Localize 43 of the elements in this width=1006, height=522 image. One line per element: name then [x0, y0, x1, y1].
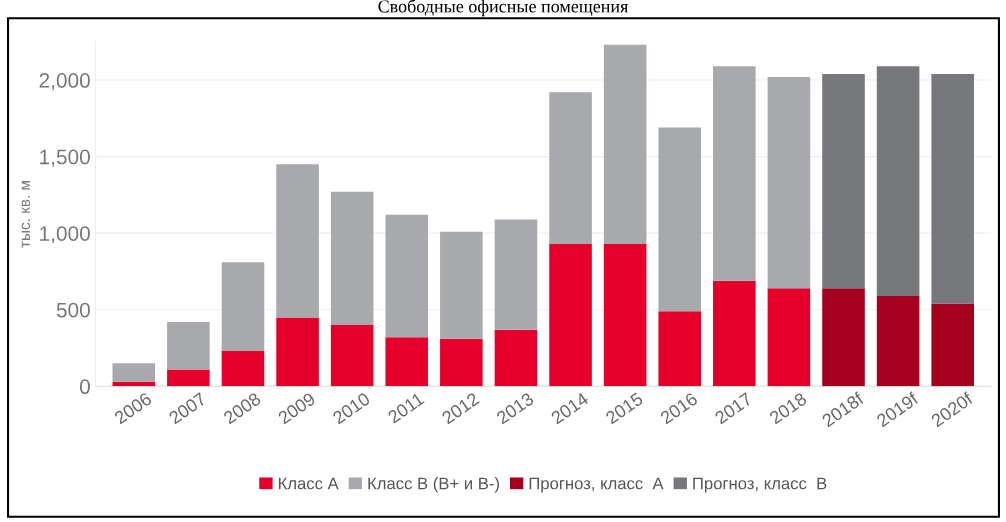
- bar: [767, 76, 811, 289]
- legend-label: Класс А: [278, 477, 339, 490]
- bar: [658, 311, 702, 387]
- y-tick-label: 500: [56, 302, 90, 318]
- bar: [221, 351, 265, 387]
- chart-title: Свободные офисные помещения: [378, 0, 629, 17]
- legend-label: Прогноз, класс А: [529, 477, 664, 493]
- bar: [658, 127, 702, 312]
- y-tick-label: 2,000: [39, 73, 90, 91]
- bar: [822, 73, 865, 289]
- bar: [713, 66, 756, 281]
- bar: [276, 164, 319, 318]
- bar: [494, 219, 538, 330]
- bar: [330, 191, 374, 326]
- bar: [549, 92, 592, 244]
- bar: [440, 231, 483, 339]
- bar: [385, 214, 429, 338]
- y-axis-title: тыс. кв. м: [21, 181, 30, 248]
- bar: [221, 262, 265, 352]
- bar: [494, 329, 538, 387]
- bar: [385, 337, 429, 387]
- bar: [767, 288, 811, 387]
- bar: [440, 338, 483, 387]
- legend-label: Класс В (В+ и В-): [368, 477, 499, 493]
- bar: [931, 73, 974, 304]
- y-tick-label: 0: [79, 379, 90, 395]
- bar: [330, 325, 374, 387]
- y-tick-label: 1,500: [40, 149, 90, 167]
- bar: [931, 303, 974, 387]
- bar: [713, 280, 756, 387]
- x-tick-label: 2011: [387, 392, 425, 424]
- bar: [876, 66, 920, 296]
- bar: [549, 243, 592, 387]
- bar: [112, 363, 156, 382]
- y-tick-label: 1,000: [40, 226, 90, 244]
- bar: [876, 295, 920, 387]
- bar: [167, 321, 210, 370]
- bar: [276, 317, 319, 387]
- bar: [603, 243, 647, 387]
- bar: [603, 44, 647, 244]
- bar: [822, 288, 865, 387]
- legend-label: Прогноз, класс В: [693, 477, 827, 493]
- bar: [167, 369, 210, 387]
